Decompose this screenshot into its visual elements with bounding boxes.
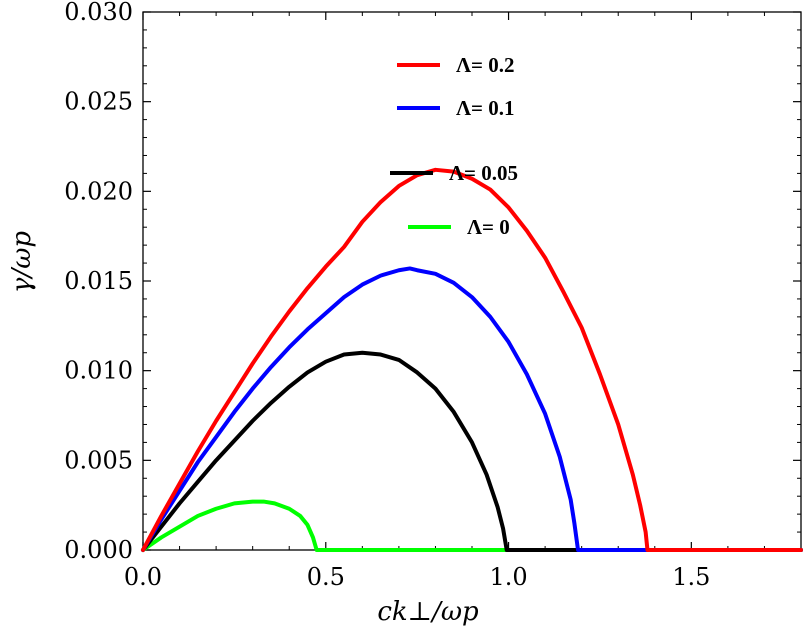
legend-label: Λ= 0 bbox=[467, 215, 510, 239]
legend-label: Λ= 0.05 bbox=[449, 161, 518, 185]
x-tick-label: 0.0 bbox=[124, 563, 162, 591]
x-tick-label: 1.0 bbox=[489, 563, 527, 591]
y-tick-label: 0.000 bbox=[64, 536, 133, 564]
y-axis-ticks: 0.000 0.005 0.010 0.015 0.020 0.025 0.030 bbox=[64, 0, 801, 564]
y-tick-label: 0.005 bbox=[64, 446, 133, 474]
legend-label: Λ= 0.2 bbox=[456, 53, 515, 77]
y-tick-label: 0.010 bbox=[64, 357, 133, 385]
plot-area-frame bbox=[142, 11, 802, 551]
x-axis-title: ck⊥/ωp bbox=[377, 597, 479, 627]
y-tick-label: 0.015 bbox=[64, 267, 133, 295]
x-tick-label: 1.5 bbox=[672, 563, 710, 591]
y-axis-title: γ/ωp bbox=[7, 231, 37, 294]
y-tick-label: 0.025 bbox=[64, 88, 133, 116]
series-line bbox=[141, 266, 803, 552]
x-axis-ticks: 0.0 0.5 1.0 1.5 bbox=[124, 12, 765, 591]
x-tick-label: 0.5 bbox=[307, 563, 345, 591]
y-tick-label: 0.030 bbox=[64, 0, 133, 26]
legend-label: Λ= 0.1 bbox=[456, 96, 515, 120]
y-tick-label: 0.020 bbox=[64, 177, 133, 205]
legend: Λ= 0.2 Λ= 0.1 Λ= 0.05 Λ= 0 bbox=[390, 53, 518, 239]
series-line bbox=[141, 499, 803, 552]
series-line bbox=[141, 350, 803, 552]
